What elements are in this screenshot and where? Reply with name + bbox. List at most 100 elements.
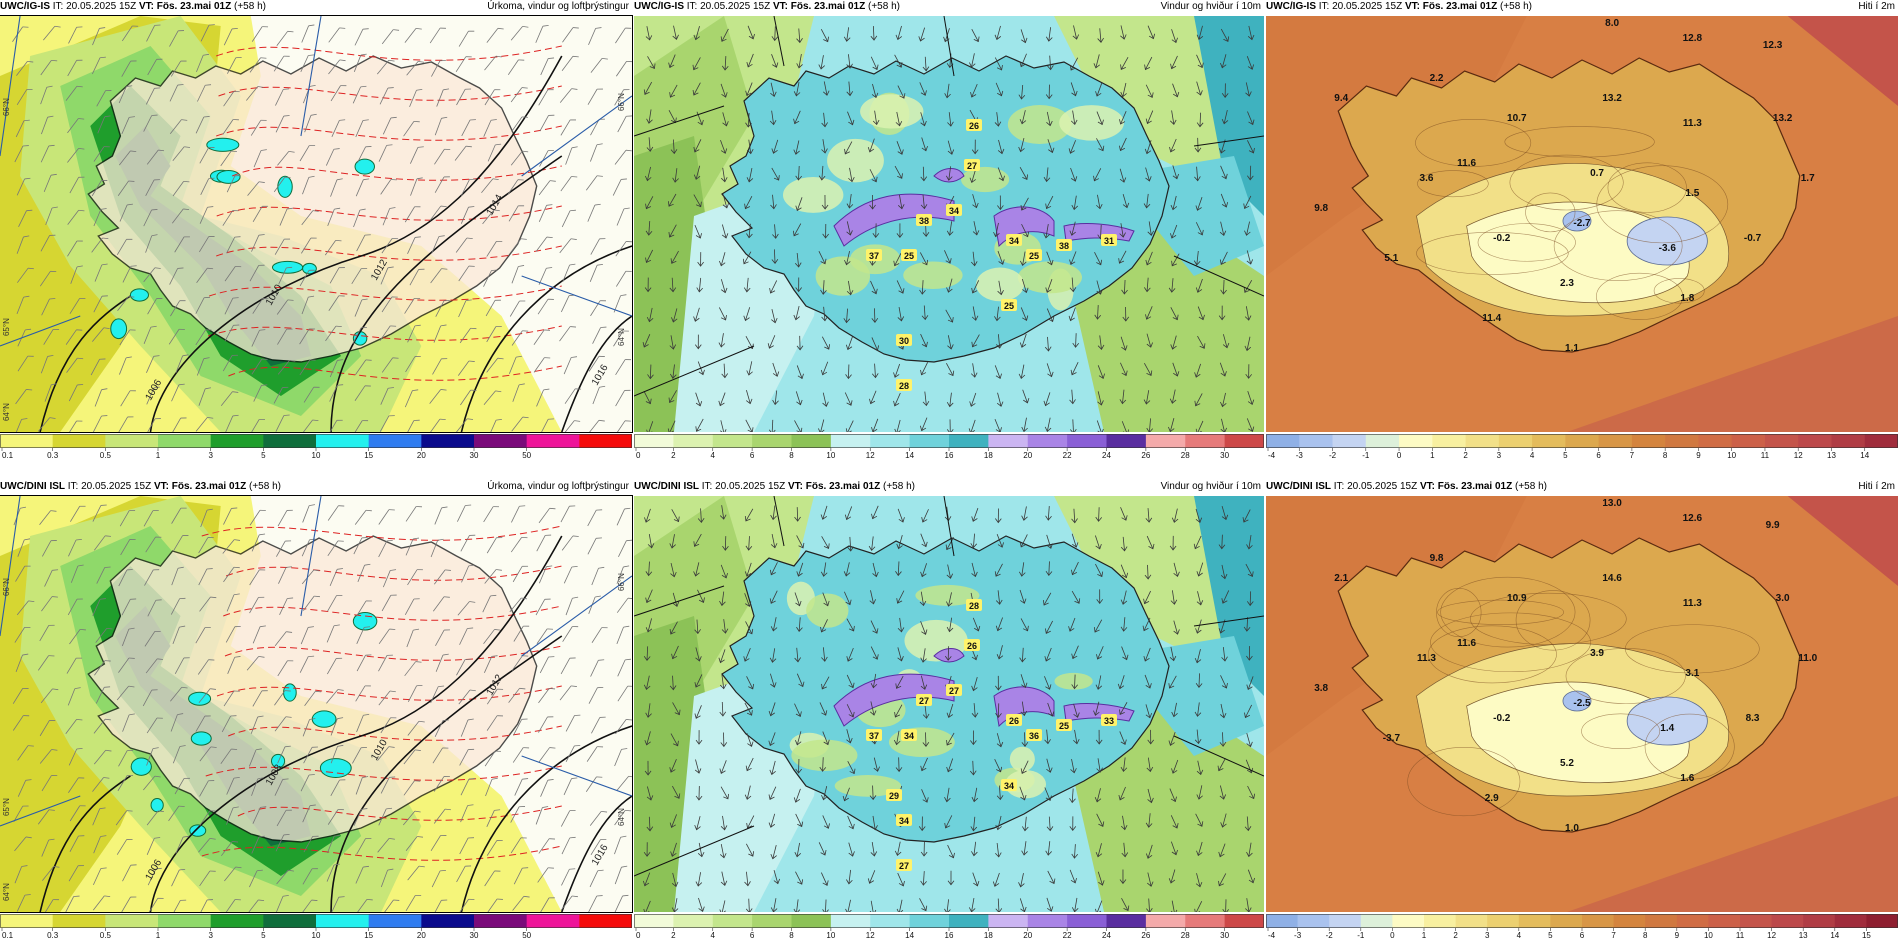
wind-arrow (946, 732, 955, 746)
wind-barb (379, 87, 394, 105)
wind-barb (356, 234, 371, 252)
wind-arrow (745, 621, 754, 635)
wind-arrow (1093, 619, 1103, 633)
valid-time: VT: Fös. 23.mai 01Z (138, 1, 232, 12)
wind-barb (510, 806, 526, 823)
grid-line (521, 95, 632, 177)
wind-arrow (771, 54, 779, 68)
wind-arrow (1143, 390, 1151, 405)
wind-arrow (796, 535, 805, 549)
wind-barb (97, 115, 111, 134)
wind-barb (561, 868, 576, 886)
wind-arrow (1046, 816, 1054, 832)
colorbar-swatch (1834, 914, 1867, 928)
low-wind-patch (1009, 746, 1035, 772)
wind-arrow (1071, 508, 1078, 524)
svg-text:29: 29 (889, 791, 899, 801)
wind-barb (325, 148, 340, 166)
colorbar-swatch (1864, 434, 1898, 448)
wind-arrow (968, 419, 976, 432)
wind-barb (483, 269, 498, 287)
heavy-precip-cell (277, 175, 293, 198)
wind-barb (199, 780, 215, 797)
colorbar-swatch (1550, 914, 1583, 928)
wind-barb (356, 654, 372, 672)
wind-arrow (794, 252, 802, 268)
wind-barb (409, 268, 425, 286)
wind-barb (456, 88, 472, 106)
wind-arrow (971, 841, 978, 857)
colorbar-swatch (579, 914, 632, 928)
wind-barb (559, 326, 577, 342)
wind-barb (223, 27, 238, 46)
wind-arrow (1170, 224, 1178, 239)
wind-arrow (1020, 618, 1029, 632)
wind-barb (68, 538, 82, 557)
field-title: Hiti í 2m (1858, 1, 1895, 12)
wind-arrow (1045, 84, 1053, 100)
wind-arrow (972, 194, 979, 209)
grid-line (521, 575, 632, 657)
temperature-label: 1.6 (1680, 773, 1694, 784)
wind-arrow (969, 53, 976, 68)
grid-line (773, 496, 785, 547)
wind-arrow (1221, 109, 1229, 125)
grid-line (521, 755, 632, 797)
colorbar-swatch (1518, 914, 1551, 928)
panel-header: UWC/IG-IS IT: 20.05.2025 15Z VT: Fös. 23… (1266, 0, 1898, 14)
wind-barb (41, 298, 56, 316)
wind-barb (435, 629, 450, 647)
isotherm-line (237, 805, 562, 821)
wind-arrow (643, 81, 653, 95)
wind-arrow (873, 757, 880, 772)
grid-line (634, 105, 725, 137)
wind-barb (197, 659, 215, 675)
wind-barb (617, 115, 632, 133)
wind-arrow (969, 760, 977, 776)
wind-arrow (1245, 563, 1254, 578)
wind-arrow (1095, 563, 1104, 578)
temperature-label: 13.2 (1602, 93, 1622, 104)
wind-arrow (847, 815, 855, 830)
wind-barb (92, 777, 110, 792)
colorbar-tick-label: 5 (1563, 451, 1568, 460)
wind-barb (301, 419, 319, 432)
colorbar-tick-label: 16 (945, 451, 954, 460)
heavy-precip-cell (190, 731, 212, 746)
wind-arrow (1068, 617, 1076, 632)
wind-barb (275, 88, 290, 106)
wind-arrow (1119, 223, 1126, 238)
wind-barb (301, 24, 315, 43)
temperature-label: 8.3 (1746, 713, 1760, 724)
wind-barb (329, 384, 344, 402)
wind-barb (617, 685, 632, 702)
wind-barb (589, 810, 608, 826)
wind-arrow (995, 590, 1003, 605)
wind-arrow (770, 533, 778, 549)
wind-arrow (1120, 25, 1127, 40)
wind-barb (454, 145, 472, 161)
wind-arrow (972, 617, 981, 632)
temperature-label: 11.3 (1683, 598, 1702, 609)
colorbar-swatch (870, 914, 911, 928)
wind-arrow (1171, 29, 1178, 44)
colorbar-tick-label: 1 (1430, 451, 1435, 460)
wind-barb (378, 690, 396, 706)
wind-barb (484, 870, 501, 887)
wind-barb (146, 717, 163, 734)
grid-line (1173, 255, 1264, 297)
wind-barb (198, 688, 217, 704)
wind-barb (512, 383, 525, 402)
colorbar-tick-label: 0.3 (47, 451, 59, 460)
wind-barb (382, 207, 396, 226)
wind-barb (615, 359, 632, 376)
wind-barb (407, 865, 425, 881)
wind-arrow (897, 306, 905, 322)
wind-barb (561, 209, 576, 228)
wind-barb (122, 864, 137, 882)
wind-arrow (1170, 841, 1178, 856)
wind-barb (274, 631, 293, 647)
wind-barb (536, 534, 552, 552)
colorbar-swatch (1399, 434, 1433, 448)
wind-arrow (1220, 813, 1227, 828)
